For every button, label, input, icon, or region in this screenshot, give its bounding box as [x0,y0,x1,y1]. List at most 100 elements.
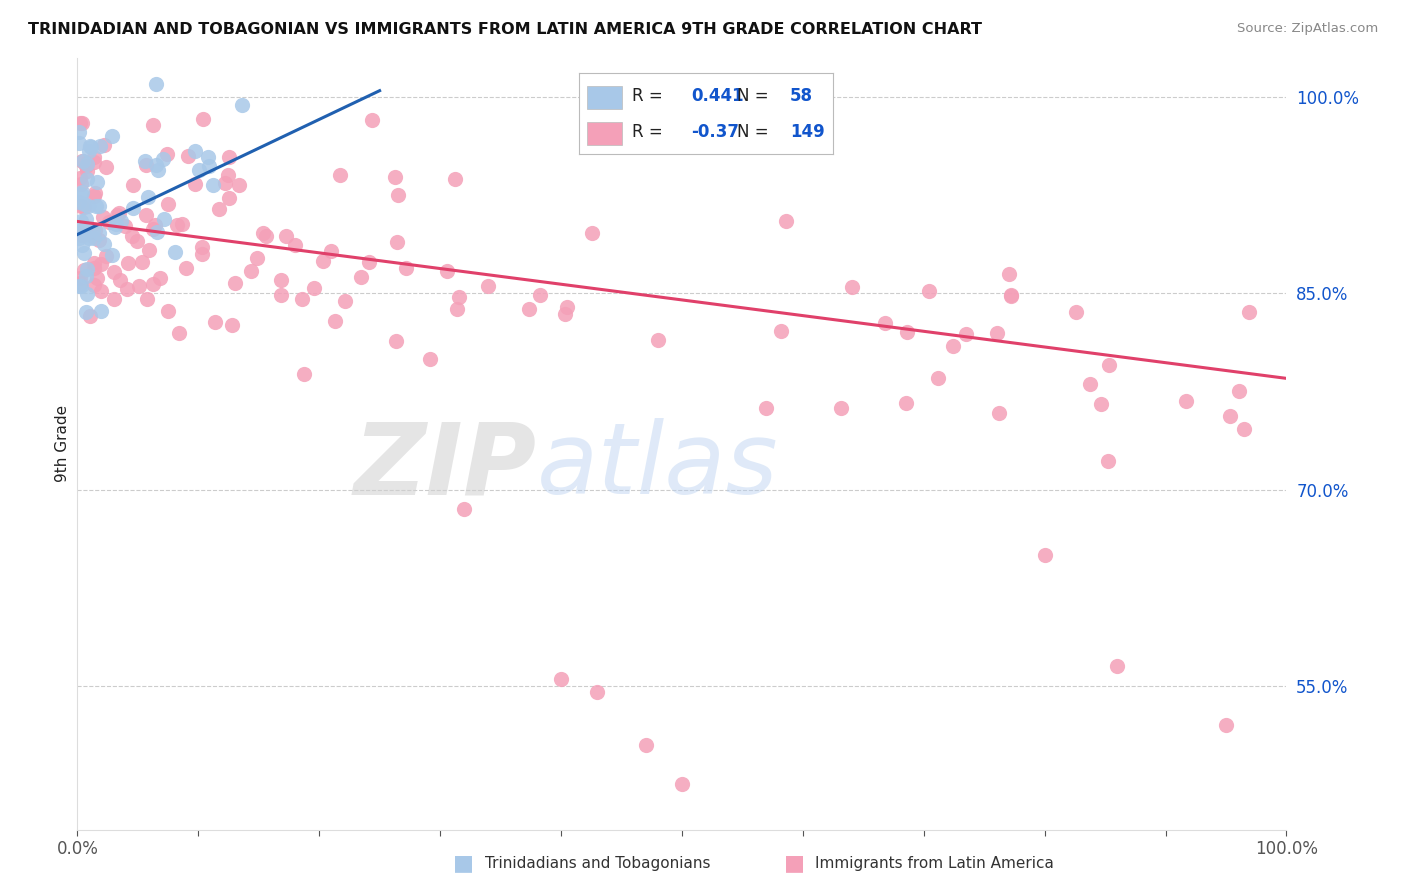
Point [127,234,149,248]
Point [76,287,98,301]
Point [284,238,307,252]
Point [90,284,112,298]
Point [165,245,187,260]
Point [183,145,205,159]
Point [755,401,778,415]
Point [108,206,131,220]
Point [172,217,194,231]
Point [270,273,292,287]
Point [775,214,797,228]
Point [218,191,240,205]
Point [557,300,579,314]
Point [157,197,180,211]
Point [83,150,105,164]
Point [73,222,96,236]
Point [90,304,112,318]
Text: Immigrants from Latin America: Immigrants from Latin America [815,856,1054,871]
Point [101,248,124,262]
Point [177,149,200,163]
Point [77,144,100,158]
Point [83,231,105,245]
Point [1097,453,1119,467]
Text: Source: ZipAtlas.com: Source: ZipAtlas.com [1237,22,1378,36]
Point [128,279,150,293]
Point [896,326,918,340]
Point [70,186,93,200]
Point [191,112,214,127]
Point [239,264,262,278]
Point [142,118,165,132]
Point [97,215,120,229]
Point [103,292,125,306]
Point [67,125,90,139]
Point [998,267,1021,281]
Point [82,223,104,237]
Point [76,262,98,277]
Point [70,199,93,213]
Point [69,276,91,290]
Point [76,305,98,319]
Point [121,201,143,215]
Point [1080,377,1102,392]
Point [323,313,346,327]
Point [94,160,117,174]
Point [83,278,105,293]
Point [110,214,132,228]
Point [581,226,603,240]
Point [359,255,381,269]
Point [312,253,335,268]
Point [72,262,94,277]
Point [1000,287,1022,301]
Point [1064,304,1087,318]
Point [136,293,159,307]
Point [87,233,110,247]
Point [114,219,136,234]
Point [70,213,93,227]
Text: TRINIDADIAN AND TOBAGONIAN VS IMMIGRANTS FROM LATIN AMERICA 9TH GRADE CORRELATIO: TRINIDADIAN AND TOBAGONIAN VS IMMIGRANTS… [28,22,983,37]
Point [224,277,246,291]
Point [529,288,551,302]
Point [70,177,93,191]
Point [72,153,94,168]
Point [83,256,105,270]
Point [84,223,107,237]
Text: Trinidadians and Tobagonians: Trinidadians and Tobagonians [485,856,710,871]
Point [72,237,94,252]
Point [218,150,240,164]
Point [986,326,1008,340]
Point [221,318,243,332]
Point [1233,422,1256,436]
Point [1000,289,1022,303]
Point [79,309,101,323]
Point [152,152,174,166]
Point [86,175,108,189]
Point [841,280,863,294]
Point [204,315,226,329]
Point [77,199,100,213]
Point [360,112,382,127]
Point [228,178,250,193]
Point [873,317,896,331]
Point [67,230,90,244]
Point [1107,659,1129,673]
Text: ■: ■ [785,854,804,873]
Point [83,189,105,203]
Point [131,255,153,269]
Point [166,219,188,233]
Point [69,115,91,129]
Point [894,395,917,409]
Point [942,339,965,353]
Point [67,195,90,210]
Point [302,281,325,295]
Point [136,190,159,204]
Point [103,265,125,279]
Point [115,282,138,296]
Point [146,163,169,178]
Point [90,257,112,271]
Point [84,186,107,200]
Point [82,226,104,240]
Point [91,210,114,224]
Point [453,502,475,516]
Point [70,223,93,237]
Point [101,129,124,144]
